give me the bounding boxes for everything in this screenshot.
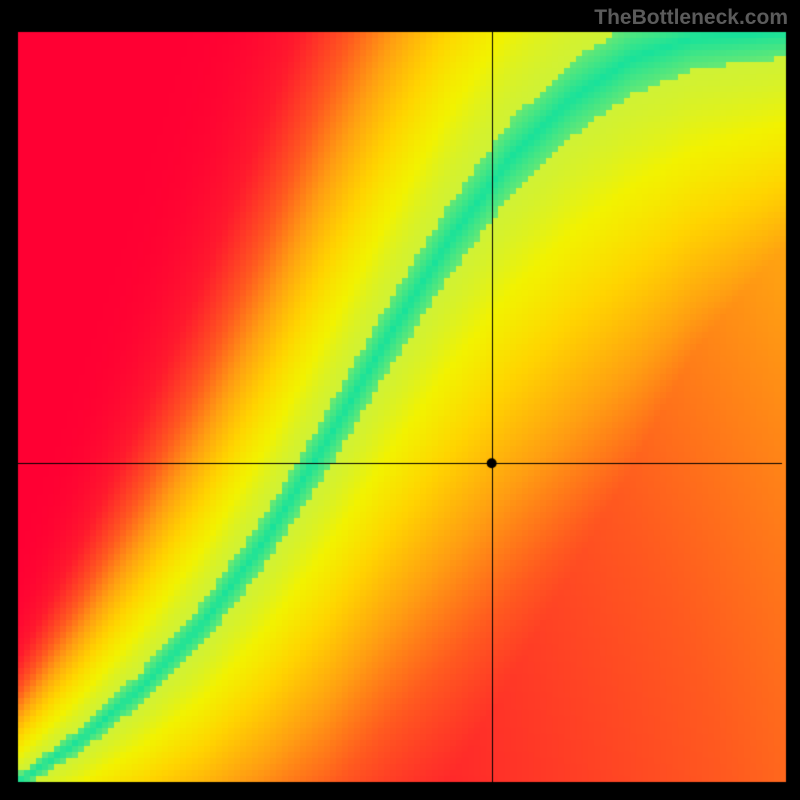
bottleneck-heatmap-canvas: [0, 0, 800, 800]
chart-container: TheBottleneck.com: [0, 0, 800, 800]
watermark-text: TheBottleneck.com: [594, 6, 788, 30]
